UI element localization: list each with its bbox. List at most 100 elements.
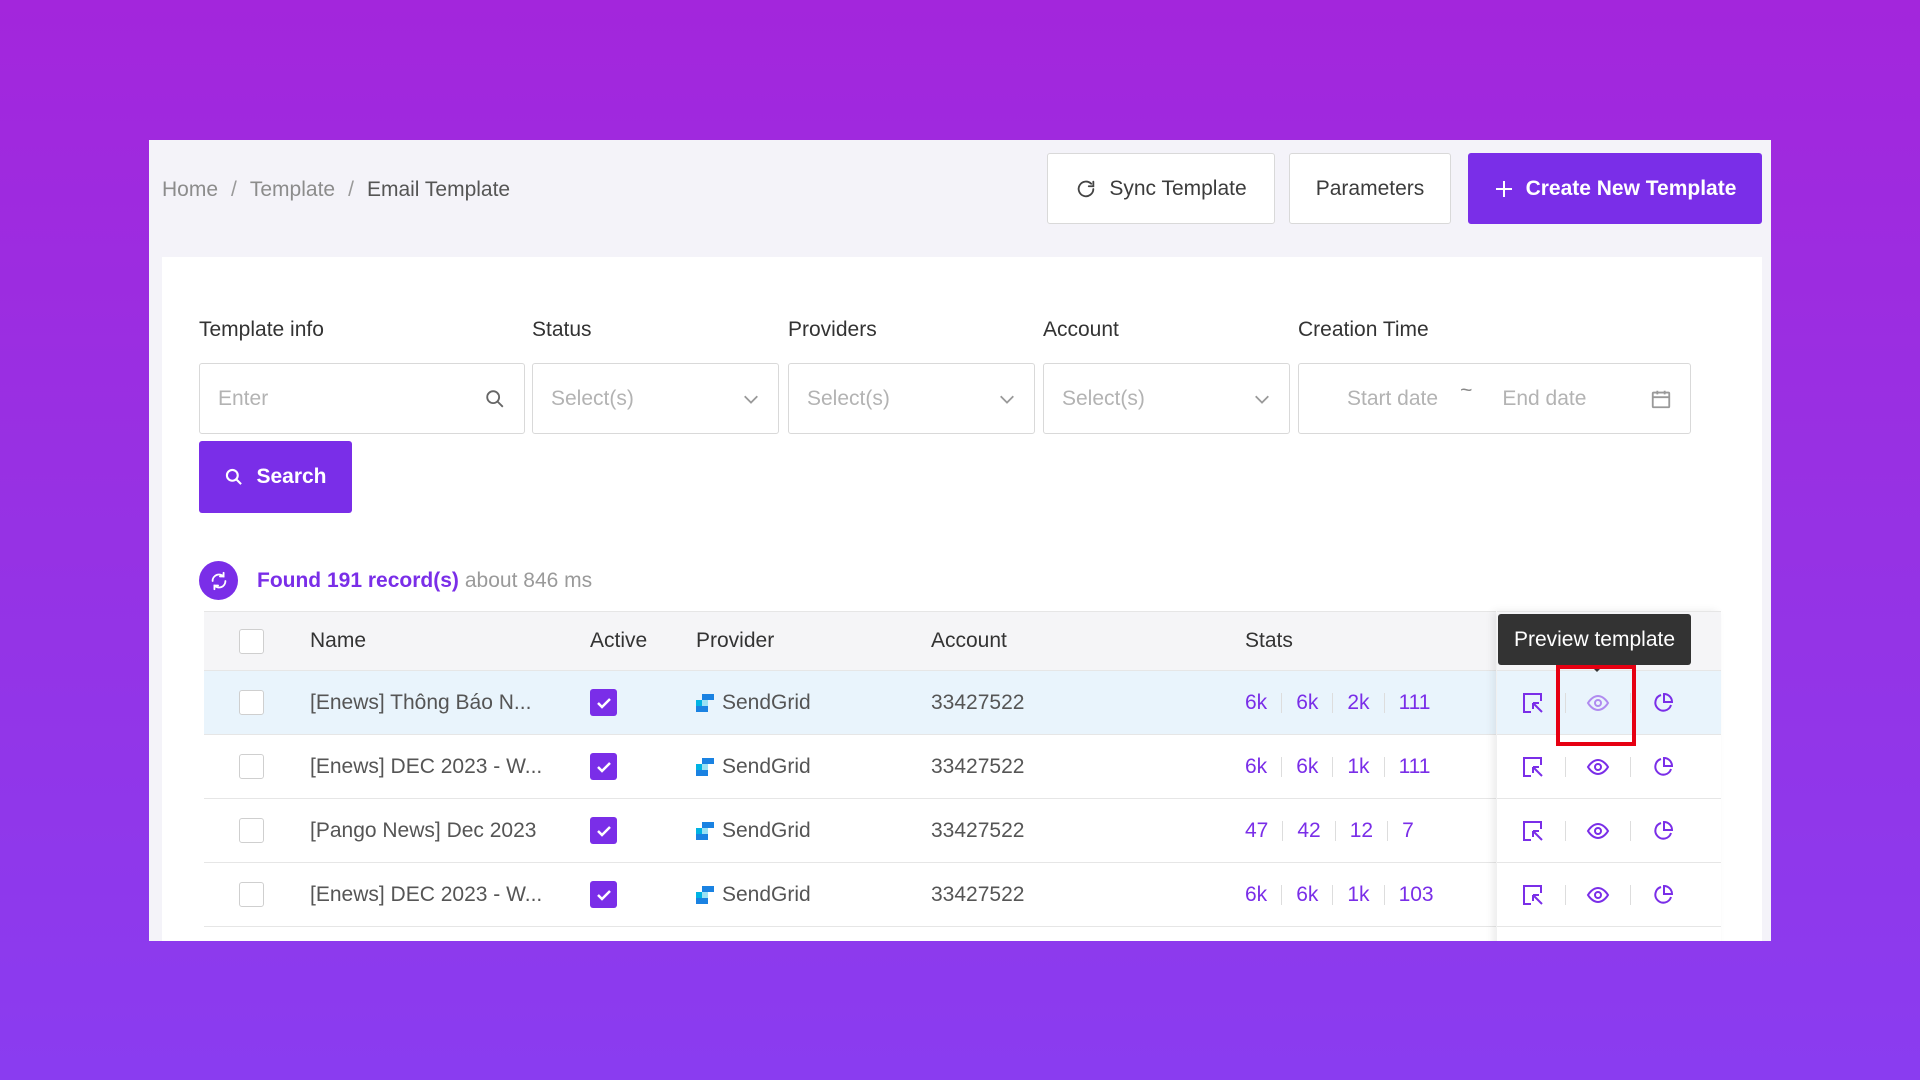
stat-value[interactable]: 42 <box>1297 818 1321 842</box>
row-actions <box>1497 671 1721 735</box>
stats-group: 47 42 12 7 <box>1245 819 1414 843</box>
table-row[interactable]: [Pango News] Dec 2023 SendGrid 33427522 … <box>204 799 1496 863</box>
search-button[interactable]: Search <box>199 441 352 513</box>
preview-eye-icon[interactable] <box>1583 819 1613 843</box>
sendgrid-icon <box>696 885 714 904</box>
column-header-stats[interactable]: Stats <box>1245 629 1293 652</box>
account-label: Account <box>1043 318 1119 341</box>
breadcrumb-template[interactable]: Template <box>249 178 336 201</box>
plus-icon <box>1494 179 1514 199</box>
refresh-icon[interactable] <box>199 561 238 600</box>
end-date-field[interactable]: End date <box>1502 386 1587 410</box>
row-actions <box>1497 735 1721 799</box>
stat-value[interactable]: 111 <box>1398 754 1431 778</box>
sync-template-label: Sync Template <box>1109 176 1247 200</box>
results-summary: Found 191 record(s) about 846 ms <box>199 561 592 600</box>
status-placeholder: Select(s) <box>551 386 634 410</box>
start-date-field[interactable]: Start date <box>1347 386 1439 410</box>
status-label: Status <box>532 318 592 341</box>
row-checkbox[interactable] <box>239 690 264 715</box>
edit-icon[interactable] <box>1518 755 1548 779</box>
table-header: Name Active Provider Account Stats <box>204 611 1496 671</box>
table-row[interactable]: [Enews] Thông Báo N... SendGrid 33427522… <box>204 671 1496 735</box>
content-card: Template info Status Providers Account C… <box>162 257 1762 941</box>
template-name[interactable]: [Enews] DEC 2023 - W... <box>310 754 543 778</box>
status-select[interactable]: Select(s) <box>532 363 779 434</box>
account-id: 33427522 <box>931 882 1025 906</box>
row-checkbox[interactable] <box>239 818 264 843</box>
column-header-provider[interactable]: Provider <box>696 629 775 652</box>
sendgrid-icon <box>696 757 714 776</box>
table-row[interactable]: [Enews] DEC 2023 - W... SendGrid 3342752… <box>204 735 1496 799</box>
column-header-name[interactable]: Name <box>310 629 367 652</box>
breadcrumb-home[interactable]: Home <box>162 178 219 201</box>
parameters-button[interactable]: Parameters <box>1289 153 1451 224</box>
pie-chart-icon[interactable] <box>1648 691 1678 715</box>
providers-select[interactable]: Select(s) <box>788 363 1035 434</box>
stat-value[interactable]: 7 <box>1402 818 1414 842</box>
breadcrumb-separator: / <box>348 178 354 201</box>
stat-value[interactable]: 12 <box>1349 818 1374 842</box>
creation-time-range-picker[interactable]: Start date ~ End date <box>1298 363 1691 434</box>
calendar-icon <box>1650 388 1672 410</box>
search-icon <box>224 467 244 487</box>
stat-value[interactable]: 6k <box>1296 690 1319 714</box>
sync-icon <box>1075 178 1097 200</box>
sendgrid-icon <box>696 693 714 712</box>
stat-value[interactable]: 1k <box>1347 882 1370 906</box>
active-checkbox[interactable] <box>590 881 617 908</box>
active-checkbox[interactable] <box>590 817 617 844</box>
chevron-down-icon <box>742 390 760 408</box>
chevron-down-icon <box>998 390 1016 408</box>
sync-template-button[interactable]: Sync Template <box>1047 153 1275 224</box>
stat-value[interactable]: 6k <box>1245 882 1268 906</box>
pie-chart-icon[interactable] <box>1648 755 1678 779</box>
providers-placeholder: Select(s) <box>807 386 890 410</box>
template-name[interactable]: [Pango News] Dec 2023 <box>310 818 537 842</box>
template-info-placeholder: Enter <box>218 386 269 410</box>
create-new-template-button[interactable]: Create New Template <box>1468 153 1762 224</box>
stat-value[interactable]: 111 <box>1398 690 1431 714</box>
breadcrumb-separator: / <box>231 178 237 201</box>
stat-value[interactable]: 6k <box>1296 882 1319 906</box>
row-checkbox[interactable] <box>239 882 264 907</box>
edit-icon[interactable] <box>1518 691 1548 715</box>
account-id: 33427522 <box>931 818 1025 842</box>
edit-icon[interactable] <box>1518 883 1548 907</box>
provider-name: SendGrid <box>722 818 811 842</box>
select-all-checkbox[interactable] <box>239 628 264 654</box>
column-header-account[interactable]: Account <box>931 629 1007 652</box>
provider-name: SendGrid <box>722 754 811 778</box>
row-checkbox[interactable] <box>239 754 264 779</box>
preview-eye-icon[interactable] <box>1583 755 1613 779</box>
stats-group: 6k 6k 1k 103 <box>1245 883 1434 907</box>
account-select[interactable]: Select(s) <box>1043 363 1290 434</box>
stat-value[interactable]: 6k <box>1245 690 1268 714</box>
active-checkbox[interactable] <box>590 689 617 716</box>
template-name[interactable]: [Enews] Thông Báo N... <box>310 690 532 714</box>
stat-value[interactable]: 103 <box>1398 882 1434 906</box>
table-row[interactable]: [Enews] DEC 2023 - W... SendGrid 3342752… <box>204 863 1496 927</box>
stat-value[interactable]: 6k <box>1245 754 1268 778</box>
preview-eye-icon[interactable] <box>1583 883 1613 907</box>
edit-icon[interactable] <box>1518 819 1548 843</box>
search-icon <box>484 388 506 410</box>
stat-value[interactable]: 47 <box>1245 818 1269 842</box>
preview-eye-icon[interactable] <box>1583 691 1613 715</box>
stat-value[interactable]: 6k <box>1296 754 1319 778</box>
stat-value[interactable]: 2k <box>1347 690 1370 714</box>
providers-label: Providers <box>788 318 877 341</box>
creation-time-label: Creation Time <box>1298 318 1429 341</box>
template-info-input[interactable]: Enter <box>199 363 525 434</box>
account-id: 33427522 <box>931 754 1025 778</box>
pie-chart-icon[interactable] <box>1648 883 1678 907</box>
pie-chart-icon[interactable] <box>1648 819 1678 843</box>
create-new-template-label: Create New Template <box>1525 176 1737 200</box>
template-name[interactable]: [Enews] DEC 2023 - W... <box>310 882 543 906</box>
stat-value[interactable]: 1k <box>1347 754 1370 778</box>
records-found-text: Found 191 record(s) <box>257 568 459 592</box>
active-checkbox[interactable] <box>590 753 617 780</box>
column-header-active[interactable]: Active <box>590 629 648 652</box>
query-time-text: about 846 ms <box>464 568 593 592</box>
sendgrid-icon <box>696 821 714 840</box>
